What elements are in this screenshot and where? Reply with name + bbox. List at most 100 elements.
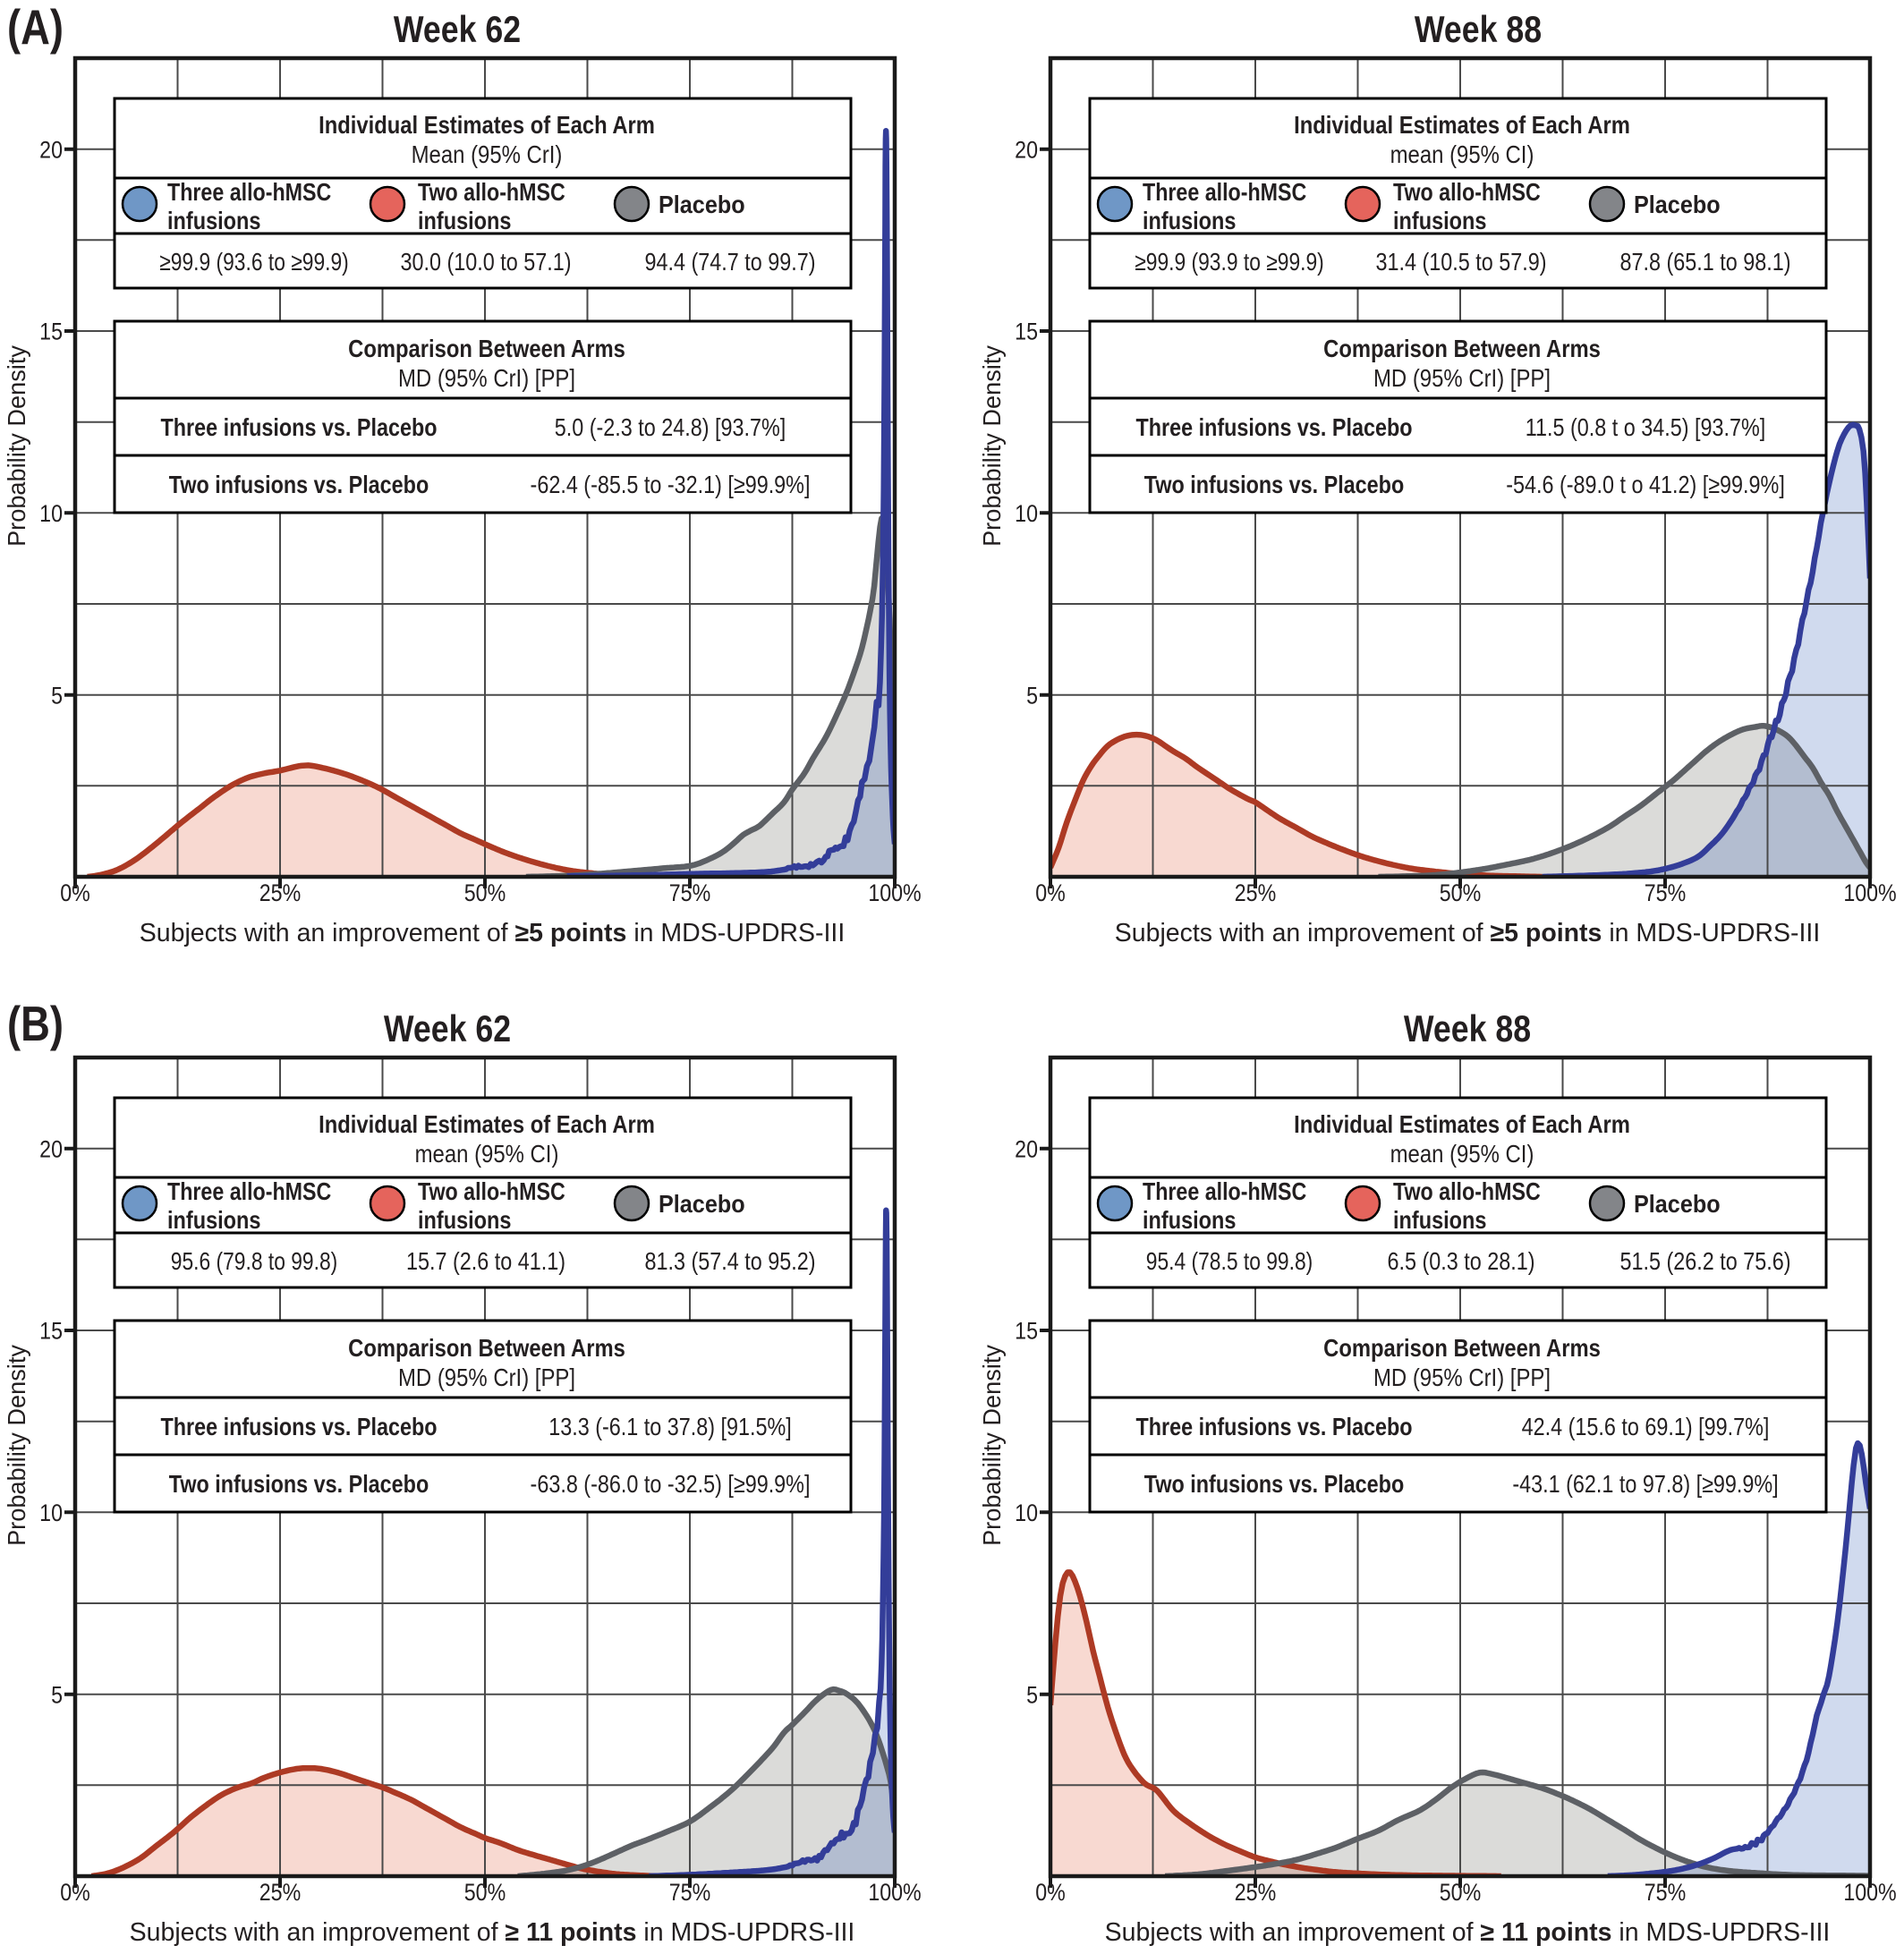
svg-text:95.4 (78.5 to 99.8): 95.4 (78.5 to 99.8) [1146, 1248, 1313, 1275]
svg-text:15: 15 [1015, 1318, 1038, 1345]
svg-text:25%: 25% [259, 879, 301, 906]
svg-text:Probability Density: Probability Density [3, 345, 30, 547]
svg-text:25%: 25% [1235, 879, 1276, 906]
svg-text:mean (95% CI): mean (95% CI) [1390, 1142, 1534, 1168]
svg-text:25%: 25% [259, 1879, 301, 1906]
svg-text:Two infusions vs. Placebo: Two infusions vs. Placebo [169, 1471, 429, 1498]
svg-text:20: 20 [39, 137, 63, 164]
svg-text:Two allo-hMSC: Two allo-hMSC [418, 179, 565, 206]
svg-text:15: 15 [1015, 319, 1038, 345]
svg-text:(A): (A) [7, 0, 64, 55]
svg-text:75%: 75% [1645, 879, 1686, 906]
svg-text:-54.6 (-89.0 t o 41.2) [≥99.9%: -54.6 (-89.0 t o 41.2) [≥99.9%] [1506, 472, 1785, 498]
svg-text:Week 88: Week 88 [1415, 9, 1542, 50]
svg-text:Placebo: Placebo [659, 191, 745, 219]
svg-text:Individual Estimates of Each A: Individual Estimates of Each Arm [319, 1109, 655, 1138]
svg-text:MD (95% CrI) [PP]: MD (95% CrI) [PP] [1373, 1365, 1551, 1392]
svg-text:81.3 (57.4 to 95.2): 81.3 (57.4 to 95.2) [645, 1248, 816, 1275]
svg-text:Individual Estimates of Each A: Individual Estimates of Each Arm [1294, 1109, 1630, 1138]
svg-text:infusions: infusions [167, 208, 260, 234]
svg-text:infusions: infusions [1393, 208, 1486, 234]
svg-text:20: 20 [1015, 1136, 1038, 1163]
svg-text:10: 10 [39, 500, 63, 527]
svg-text:100%: 100% [1843, 879, 1896, 906]
svg-text:Three allo-hMSC: Three allo-hMSC [167, 1178, 331, 1205]
svg-text:Three infusions vs. Placebo: Three infusions vs. Placebo [1135, 414, 1412, 441]
svg-text:5: 5 [1026, 1682, 1038, 1709]
svg-text:0%: 0% [60, 1879, 90, 1906]
svg-text:94.4 (74.7 to 99.7): 94.4 (74.7 to 99.7) [645, 249, 816, 276]
svg-text:13.3 (-6.1 to 37.8) [91.5%]: 13.3 (-6.1 to 37.8) [91.5%] [548, 1414, 792, 1440]
svg-text:≥99.9 (93.6 to ≥99.9): ≥99.9 (93.6 to ≥99.9) [159, 249, 349, 276]
svg-text:Comparison Between Arms: Comparison Between Arms [348, 1333, 625, 1362]
svg-text:5: 5 [51, 683, 63, 709]
svg-text:-62.4 (-85.5 to -32.1) [≥99.9%: -62.4 (-85.5 to -32.1) [≥99.9%] [531, 472, 811, 498]
svg-text:Probability Density: Probability Density [3, 1345, 30, 1546]
svg-text:100%: 100% [868, 879, 921, 906]
svg-text:87.8 (65.1 to 98.1): 87.8 (65.1 to 98.1) [1620, 249, 1791, 276]
svg-text:25%: 25% [1235, 1879, 1276, 1906]
svg-text:6.5 (0.3 to 28.1): 6.5 (0.3 to 28.1) [1387, 1248, 1534, 1275]
svg-text:5: 5 [1026, 683, 1038, 709]
svg-text:Subjects with an improvement o: Subjects with an improvement of ≥ 11 poi… [1105, 1918, 1831, 1947]
svg-text:Comparison Between Arms: Comparison Between Arms [1323, 1333, 1601, 1362]
svg-text:Three allo-hMSC: Three allo-hMSC [1143, 179, 1306, 206]
svg-text:5.0 (-2.3 to 24.8) [93.7%]: 5.0 (-2.3 to 24.8) [93.7%] [555, 414, 786, 441]
svg-text:42.4 (15.6 to 69.1) [99.7%]: 42.4 (15.6 to 69.1) [99.7%] [1522, 1414, 1770, 1440]
svg-text:Week 62: Week 62 [394, 9, 521, 50]
svg-text:-63.8 (-86.0 to -32.5) [≥99.9%: -63.8 (-86.0 to -32.5) [≥99.9%] [531, 1471, 811, 1498]
svg-text:infusions: infusions [418, 1207, 511, 1234]
svg-text:infusions: infusions [167, 1207, 260, 1234]
svg-text:Probability Density: Probability Density [978, 1345, 1006, 1546]
svg-text:mean (95% CI): mean (95% CI) [1390, 142, 1534, 169]
svg-text:Three infusions vs. Placebo: Three infusions vs. Placebo [160, 1414, 437, 1440]
svg-text:50%: 50% [1440, 1879, 1481, 1906]
svg-text:Three infusions vs. Placebo: Three infusions vs. Placebo [160, 414, 437, 441]
svg-text:Three allo-hMSC: Three allo-hMSC [1143, 1178, 1306, 1205]
svg-text:95.6 (79.8 to 99.8): 95.6 (79.8 to 99.8) [171, 1248, 337, 1275]
svg-text:MD (95% CrI) [PP]: MD (95% CrI) [PP] [398, 366, 575, 393]
svg-text:75%: 75% [669, 879, 710, 906]
svg-text:MD (95% CrI) [PP]: MD (95% CrI) [PP] [1373, 366, 1551, 393]
svg-text:Placebo: Placebo [1634, 1190, 1721, 1219]
svg-text:100%: 100% [1843, 1879, 1896, 1906]
svg-text:31.4 (10.5 to 57.9): 31.4 (10.5 to 57.9) [1376, 249, 1547, 276]
svg-text:Three allo-hMSC: Three allo-hMSC [167, 179, 331, 206]
svg-text:Two allo-hMSC: Two allo-hMSC [418, 1178, 565, 1205]
svg-text:Comparison Between Arms: Comparison Between Arms [1323, 334, 1601, 362]
svg-text:15: 15 [39, 319, 63, 345]
svg-text:mean (95% CI): mean (95% CI) [415, 1142, 559, 1168]
svg-text:10: 10 [39, 1499, 63, 1526]
svg-text:51.5 (26.2 to 75.6): 51.5 (26.2 to 75.6) [1620, 1248, 1791, 1275]
svg-text:Two infusions vs. Placebo: Two infusions vs. Placebo [1144, 472, 1404, 498]
svg-text:20: 20 [39, 1136, 63, 1163]
svg-text:5: 5 [51, 1682, 63, 1709]
svg-text:Two allo-hMSC: Two allo-hMSC [1393, 1178, 1541, 1205]
svg-text:≥99.9 (93.9 to ≥99.9): ≥99.9 (93.9 to ≥99.9) [1135, 249, 1324, 276]
svg-text:Placebo: Placebo [1634, 191, 1721, 219]
svg-text:100%: 100% [868, 1879, 921, 1906]
svg-text:15.7 (2.6 to 41.1): 15.7 (2.6 to 41.1) [406, 1248, 565, 1275]
svg-text:20: 20 [1015, 137, 1038, 164]
svg-text:10: 10 [1015, 1499, 1038, 1526]
svg-text:75%: 75% [669, 1879, 710, 1906]
svg-text:Comparison Between Arms: Comparison Between Arms [348, 334, 625, 362]
svg-text:Two allo-hMSC: Two allo-hMSC [1393, 179, 1541, 206]
svg-text:Three infusions vs. Placebo: Three infusions vs. Placebo [1135, 1414, 1412, 1440]
svg-text:infusions: infusions [1143, 1207, 1236, 1234]
svg-text:infusions: infusions [418, 208, 511, 234]
svg-text:50%: 50% [464, 1879, 506, 1906]
svg-text:Individual Estimates of Each A: Individual Estimates of Each Arm [319, 110, 655, 139]
svg-text:0%: 0% [60, 879, 90, 906]
svg-text:Week 62: Week 62 [384, 1008, 511, 1049]
svg-text:Subjects with an improvement o: Subjects with an improvement of ≥5 point… [1115, 919, 1821, 947]
svg-text:Placebo: Placebo [659, 1190, 745, 1219]
svg-text:-43.1 (62.1 to 97.8) [≥99.9%]: -43.1 (62.1 to 97.8) [≥99.9%] [1512, 1471, 1778, 1498]
svg-text:Individual Estimates of Each A: Individual Estimates of Each Arm [1294, 110, 1630, 139]
svg-text:infusions: infusions [1143, 208, 1236, 234]
svg-text:10: 10 [1015, 500, 1038, 527]
svg-text:Mean (95% CrI): Mean (95% CrI) [412, 142, 563, 169]
svg-text:Probability Density: Probability Density [978, 345, 1006, 547]
svg-text:30.0 (10.0 to 57.1): 30.0 (10.0 to 57.1) [401, 249, 572, 276]
svg-text:0%: 0% [1035, 879, 1066, 906]
